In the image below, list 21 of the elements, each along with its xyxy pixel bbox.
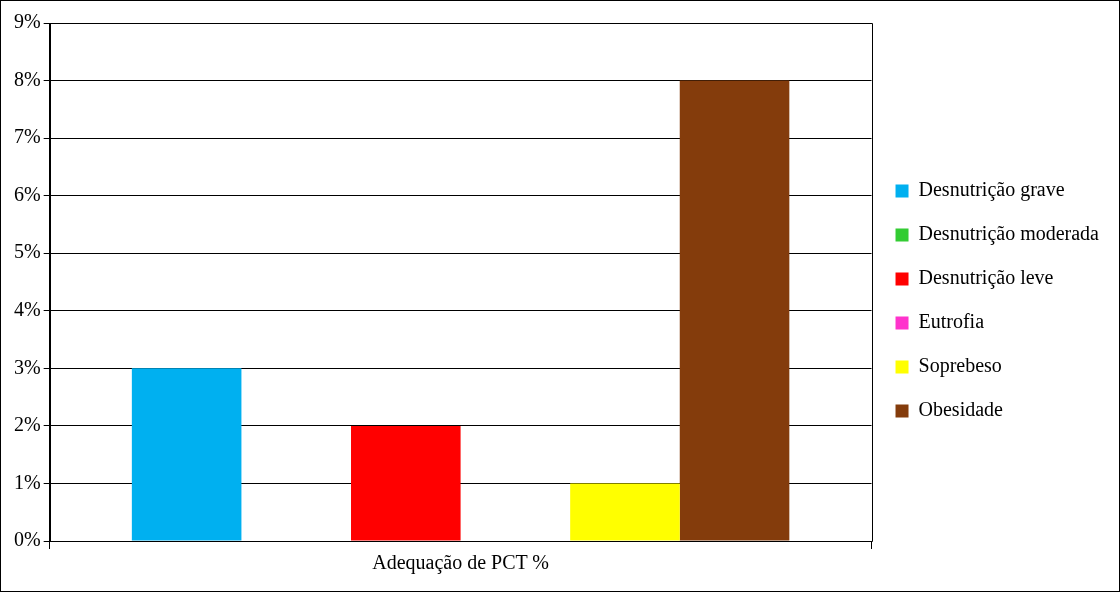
legend-label: Desnutrição grave (918, 178, 1065, 202)
y-tick-label: 4% (13, 298, 41, 321)
bar (351, 425, 461, 541)
legend-label: Eutrofia (918, 310, 985, 333)
bar (679, 80, 790, 541)
y-tick-label: 7% (13, 125, 41, 148)
y-tick-label: 2% (13, 413, 41, 436)
y-tick-label: 8% (13, 67, 41, 90)
x-tick-label: Adequação de PCT % (372, 551, 549, 575)
bar (570, 483, 680, 541)
legend-label: Desnutrição moderada (918, 222, 1100, 246)
legend-label: Desnutrição leve (918, 266, 1054, 290)
legend-label: Soprebeso (918, 354, 1002, 378)
y-tick-label: 0% (13, 528, 41, 551)
y-tick-label: 6% (13, 182, 41, 205)
y-tick-label: 1% (13, 470, 41, 493)
y-tick-label: 5% (13, 240, 41, 263)
bar (131, 368, 242, 541)
y-tick-label: 9% (13, 10, 41, 33)
y-tick-label: 3% (13, 355, 41, 378)
legend-label: Obesidade (918, 398, 1004, 421)
